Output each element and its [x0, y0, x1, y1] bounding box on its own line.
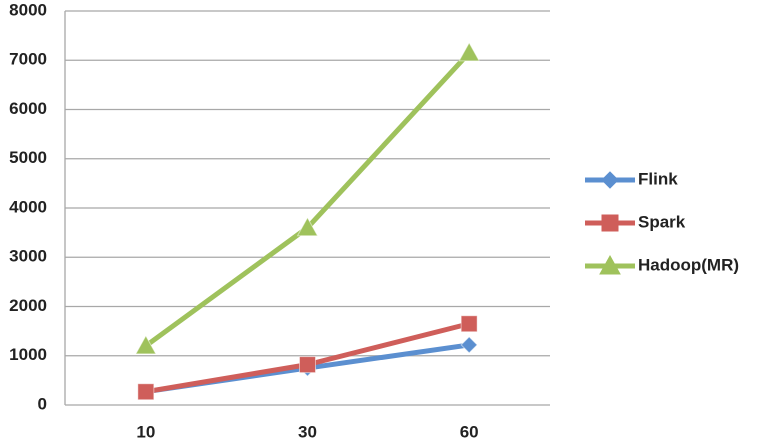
legend-label: Flink — [638, 169, 678, 188]
y-tick-label: 4000 — [9, 197, 47, 216]
y-tick-label: 8000 — [9, 0, 47, 19]
y-tick-label: 1000 — [9, 345, 47, 364]
x-tick-label: 10 — [136, 422, 155, 441]
legend-label: Hadoop(MR) — [638, 255, 739, 274]
x-tick-label: 60 — [460, 422, 479, 441]
legend-marker — [601, 171, 619, 189]
y-tick-label: 6000 — [9, 99, 47, 118]
y-tick-label: 5000 — [9, 148, 47, 167]
legend-marker — [601, 214, 619, 232]
data-point — [299, 356, 316, 374]
data-point — [296, 216, 319, 237]
x-tick-label: 30 — [298, 422, 317, 441]
legend-marker — [599, 254, 621, 275]
legend-label: Spark — [638, 212, 686, 231]
y-tick-label: 2000 — [9, 296, 47, 315]
y-tick-label: 3000 — [9, 247, 47, 266]
y-tick-label: 0 — [38, 394, 47, 413]
data-point — [460, 336, 478, 354]
data-point — [137, 383, 155, 401]
data-point — [460, 315, 478, 333]
data-point — [134, 334, 157, 355]
series-line — [144, 51, 472, 348]
data-point — [458, 41, 481, 62]
y-tick-label: 7000 — [9, 50, 47, 69]
